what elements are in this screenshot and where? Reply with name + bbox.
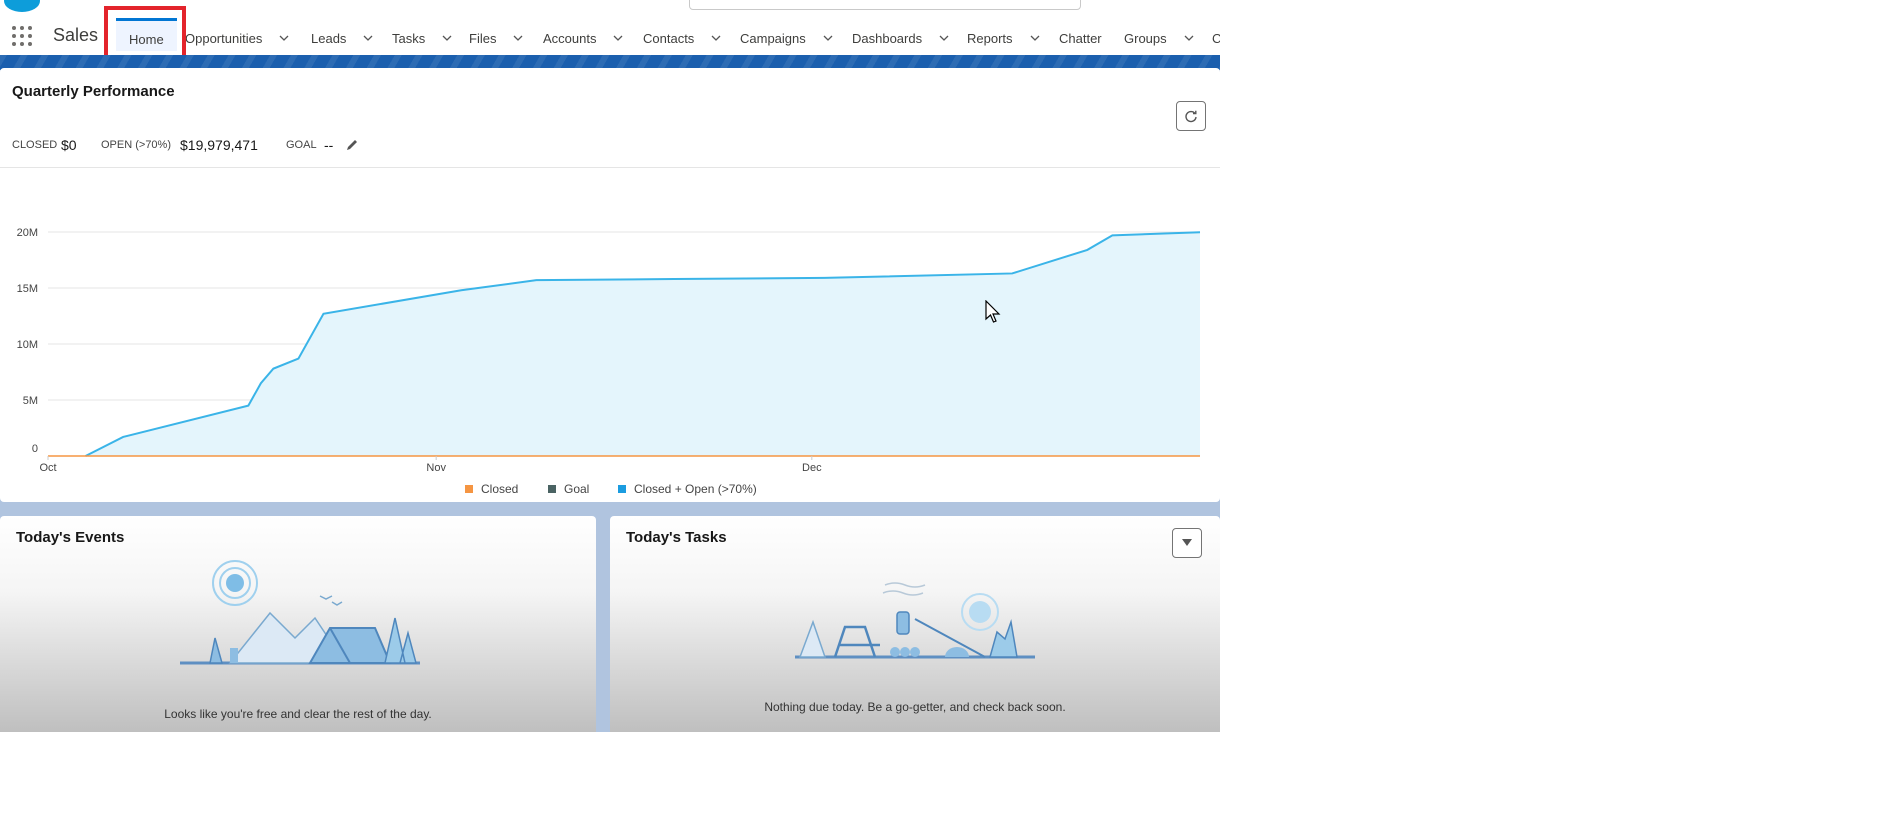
todays-events-card — [0, 516, 596, 732]
performance-title: Quarterly Performance — [12, 83, 175, 100]
open-label: OPEN (>70%) — [101, 139, 171, 151]
legend-item-goal[interactable]: Goal — [548, 482, 589, 496]
closed-label: CLOSED — [12, 139, 58, 151]
events-empty-message: Looks like you're free and clear the res… — [164, 707, 432, 721]
nav-tab-contacts[interactable]: Contacts — [643, 25, 724, 51]
nav-tab-home[interactable]: Home — [116, 18, 177, 51]
nav-tab-chatter[interactable]: Chatter — [1059, 25, 1102, 51]
quarterly-performance-chart: 0 5M 10M 15M 20M Oct Nov Dec — [17, 227, 1201, 474]
legend-item-closed[interactable]: Closed — [465, 482, 518, 496]
goal-label: GOAL — [286, 139, 317, 151]
app-name: Sales — [53, 25, 99, 45]
nav-tab-label: Groups — [1124, 30, 1167, 46]
tasks-empty-message: Nothing due today. Be a go-getter, and c… — [764, 700, 1066, 714]
goal-value: -- — [324, 137, 334, 153]
chevron-down-icon[interactable] — [823, 34, 833, 42]
chevron-down-icon[interactable] — [613, 34, 623, 42]
closed-plus-open-line[interactable] — [85, 231, 1201, 457]
chevron-down-icon[interactable] — [1184, 34, 1194, 42]
chevron-down-icon[interactable] — [279, 34, 289, 42]
nav-tab-label: Tasks — [392, 30, 426, 46]
app-launcher-icon[interactable] — [12, 26, 34, 48]
y-tick-label: 0 — [32, 443, 38, 455]
nav-tab-c[interactable]: C — [1212, 25, 1220, 51]
nav-tab-reports[interactable]: Reports — [967, 25, 1043, 51]
closed-plus-open-area — [85, 232, 1201, 456]
refresh-icon — [1185, 110, 1197, 123]
y-tick-label: 15M — [17, 283, 38, 295]
performance-divider — [0, 167, 1220, 168]
mouse-cursor-icon — [985, 300, 1001, 323]
global-search-input[interactable] — [689, 0, 1081, 10]
nav-tab-label: Opportunities — [185, 30, 263, 46]
camping-illustration — [180, 560, 420, 665]
events-title: Today's Events — [16, 529, 125, 546]
chevron-down-icon[interactable] — [939, 34, 949, 42]
chevron-down-icon[interactable] — [1030, 34, 1040, 42]
x-tick-label: Dec — [802, 462, 822, 474]
x-tick-label: Nov — [426, 462, 446, 474]
todays-tasks-card — [610, 516, 1220, 732]
chevron-down-icon[interactable] — [363, 34, 373, 42]
open-value: $19,979,471 — [180, 137, 258, 153]
y-tick-label: 10M — [17, 339, 38, 351]
nav-tab-label: Dashboards — [852, 30, 923, 46]
chevron-down-icon[interactable] — [442, 34, 452, 42]
nav-tab-label: Home — [129, 32, 164, 47]
nav-tab-opportunities[interactable]: Opportunities — [185, 25, 292, 51]
refresh-button[interactable] — [1176, 101, 1206, 131]
nav-tab-leads[interactable]: Leads — [311, 25, 376, 51]
legend-label: Closed + Open (>70%) — [634, 482, 757, 496]
nav-tab-label: Leads — [311, 30, 347, 46]
tasks-filter-dropdown-button[interactable] — [1172, 528, 1202, 558]
nav-tab-label: Accounts — [543, 30, 597, 46]
legend-swatch — [618, 485, 626, 493]
chevron-down-icon[interactable] — [513, 34, 523, 42]
global-header: Sales Home Opportunities Leads Tasks Files Ac… — [0, 0, 1220, 65]
legend-label: Goal — [564, 482, 590, 496]
nav-tab-label: Campaigns — [740, 30, 806, 46]
legend-label: Closed — [481, 482, 519, 496]
tasks-title: Today's Tasks — [626, 529, 727, 546]
header-banner — [0, 55, 1220, 70]
y-tick-label: 20M — [17, 227, 38, 239]
legend-item-closed-open-70[interactable]: Closed + Open (>70%) — [618, 482, 757, 496]
nav-tab-dashboards[interactable]: Dashboards — [852, 25, 952, 51]
x-tick-label: Oct — [39, 462, 56, 474]
nav-tab-label: Files — [469, 30, 497, 46]
pencil-icon[interactable] — [345, 138, 359, 152]
nav-tab-label: Chatter — [1059, 30, 1102, 46]
sales-app: Sales Home Opportunities Leads Tasks Files Ac… — [0, 0, 1220, 732]
nav-tab-label: Contacts — [643, 30, 695, 46]
nav-tab-groups[interactable]: Groups — [1124, 25, 1197, 51]
chevron-down-icon — [1182, 539, 1192, 546]
nav-tab-files[interactable]: Files — [469, 25, 526, 51]
closed-value: $0 — [61, 137, 77, 153]
nav-tab-label: C — [1212, 30, 1220, 46]
chevron-down-icon[interactable] — [711, 34, 721, 42]
salesforce-logo[interactable] — [4, 0, 40, 12]
legend-swatch — [465, 485, 473, 493]
nav-tab-campaigns[interactable]: Campaigns — [740, 25, 836, 51]
relaxing-illustration — [795, 582, 1035, 659]
nav-tab-accounts[interactable]: Accounts — [543, 25, 626, 51]
y-tick-label: 5M — [23, 395, 38, 407]
nav-tab-tasks[interactable]: Tasks — [392, 25, 455, 51]
nav-tab-label: Reports — [967, 30, 1013, 46]
legend-swatch — [548, 485, 556, 493]
